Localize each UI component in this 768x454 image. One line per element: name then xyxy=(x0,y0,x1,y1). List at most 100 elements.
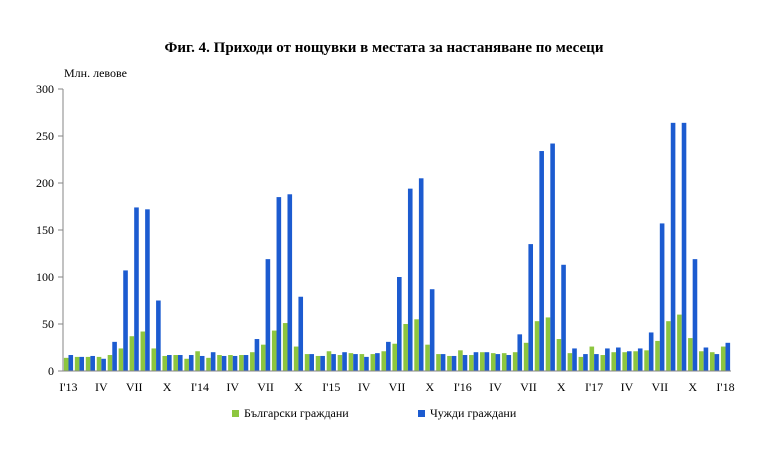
bar-series-1-month-6 xyxy=(134,207,139,371)
y-tick-label: 200 xyxy=(36,176,54,190)
bar-series-0-month-57 xyxy=(688,338,693,371)
bar-series-1-month-25 xyxy=(342,352,347,371)
bar-series-0-month-22 xyxy=(304,354,310,371)
bar-series-0-month-36 xyxy=(458,350,463,371)
bar-series-0-month-11 xyxy=(184,358,189,371)
x-tick-label: VII xyxy=(651,380,668,394)
bar-series-1-month-27 xyxy=(364,356,369,371)
bar-series-1-month-7 xyxy=(145,209,150,371)
bar-series-1-month-38 xyxy=(484,352,490,371)
bar-series-1-month-42 xyxy=(528,244,534,371)
legend-label-bulgarian: Български граждани xyxy=(244,406,349,420)
bar-series-1-month-58 xyxy=(703,347,709,371)
bar-series-0-month-32 xyxy=(414,319,419,371)
bar-series-0-month-24 xyxy=(326,351,332,371)
bar-series-0-month-50 xyxy=(611,352,617,371)
bar-series-1-month-36 xyxy=(462,355,468,371)
x-tick-label: IV xyxy=(489,380,502,394)
bar-series-1-month-15 xyxy=(232,355,238,371)
y-axis-label: Млн. левове xyxy=(64,66,127,80)
bar-series-1-month-53 xyxy=(648,332,654,371)
bar-series-1-month-60 xyxy=(725,342,731,371)
bar-series-1-month-49 xyxy=(605,348,610,371)
bar-series-1-month-17 xyxy=(254,339,260,371)
bar-series-0-month-33 xyxy=(425,344,430,371)
y-tick-label: 100 xyxy=(36,270,54,284)
bar-series-1-month-11 xyxy=(188,355,194,371)
bar-series-1-month-23 xyxy=(320,355,325,371)
y-tick-label: 300 xyxy=(36,82,54,96)
bar-series-0-month-55 xyxy=(666,321,671,371)
bar-series-0-month-6 xyxy=(129,336,135,371)
bar-series-1-month-26 xyxy=(353,354,358,371)
bar-series-1-month-24 xyxy=(331,354,336,371)
x-tick-label: VII xyxy=(126,380,143,394)
bar-series-1-month-2 xyxy=(90,355,95,371)
bar-series-0-month-27 xyxy=(359,354,365,371)
legend: Български граждани Чужди граждани xyxy=(0,406,768,426)
bar-series-1-month-32 xyxy=(418,178,424,371)
bar-series-1-month-46 xyxy=(572,348,577,371)
bar-series-1-month-41 xyxy=(517,334,523,371)
bar-series-1-month-13 xyxy=(210,352,216,371)
bar-series-1-month-12 xyxy=(199,355,205,371)
bar-series-1-month-8 xyxy=(156,300,161,371)
bar-series-1-month-47 xyxy=(583,354,588,371)
bar-series-0-month-19 xyxy=(271,330,277,371)
x-tick-label: VII xyxy=(389,380,406,394)
x-tick-label: I'13 xyxy=(59,380,77,394)
bar-series-0-month-4 xyxy=(107,355,113,371)
chart-title: Фиг. 4. Приходи от нощувки в местата за … xyxy=(164,40,604,56)
bar-series-1-month-10 xyxy=(177,355,183,371)
bar-series-0-month-0 xyxy=(63,357,69,371)
bar-series-0-month-51 xyxy=(622,352,627,371)
bar-series-1-month-18 xyxy=(265,259,271,371)
bar-series-1-month-56 xyxy=(681,122,687,371)
bar-series-1-month-31 xyxy=(407,188,413,371)
bar-series-1-month-54 xyxy=(659,223,665,371)
bar-series-1-month-0 xyxy=(68,355,74,371)
bar-series-1-month-21 xyxy=(298,296,304,371)
bar-series-0-month-1 xyxy=(74,356,80,371)
bar-series-0-month-16 xyxy=(239,355,244,371)
x-tick-label: IV xyxy=(226,380,239,394)
bar-series-1-month-29 xyxy=(386,341,391,371)
bar-series-0-month-14 xyxy=(217,355,222,371)
bar-series-0-month-60 xyxy=(720,346,726,371)
bar-series-0-month-28 xyxy=(370,354,376,371)
bar-series-0-month-10 xyxy=(173,355,178,371)
bar-series-1-month-5 xyxy=(123,270,128,371)
x-tick-label: X xyxy=(294,380,303,394)
bar-series-0-month-53 xyxy=(644,350,649,371)
bar-series-0-month-26 xyxy=(348,353,354,371)
bar-series-0-month-52 xyxy=(633,351,638,371)
bar-series-0-month-44 xyxy=(545,317,551,371)
bar-series-0-month-43 xyxy=(534,321,540,371)
bar-series-0-month-49 xyxy=(600,355,606,371)
bar-series-1-month-20 xyxy=(287,194,293,371)
bar-series-0-month-8 xyxy=(151,348,157,371)
legend-item-bulgarian: Български граждани xyxy=(232,406,349,421)
bar-series-1-month-19 xyxy=(276,197,282,371)
legend-label-foreign: Чужди граждани xyxy=(430,406,517,420)
bar-series-0-month-3 xyxy=(96,356,102,371)
bar-series-0-month-12 xyxy=(195,351,200,371)
bar-series-0-month-17 xyxy=(250,352,255,371)
bar-series-1-month-34 xyxy=(440,354,446,371)
bar-series-0-month-18 xyxy=(260,344,266,371)
bar-series-0-month-42 xyxy=(523,342,529,371)
x-tick-label: I'14 xyxy=(191,380,209,394)
bar-series-0-month-20 xyxy=(282,323,288,371)
bar-series-0-month-40 xyxy=(501,353,507,371)
x-tick-label: IV xyxy=(95,380,108,394)
bar-series-1-month-44 xyxy=(550,143,555,371)
bar-series-0-month-23 xyxy=(315,355,321,371)
bar-series-0-month-34 xyxy=(436,354,441,371)
x-tick-label: I'15 xyxy=(322,380,340,394)
bar-series-0-month-46 xyxy=(567,353,573,371)
x-axis: I'13 IV VII X I'14 IV VII X I'15 IV VII X I'16 IV VII X… xyxy=(59,370,735,394)
bar-series-1-month-50 xyxy=(616,347,621,371)
x-tick-label: I'17 xyxy=(585,380,603,394)
bar-series-1-month-33 xyxy=(429,289,435,371)
bar-series-1-month-16 xyxy=(243,355,249,371)
